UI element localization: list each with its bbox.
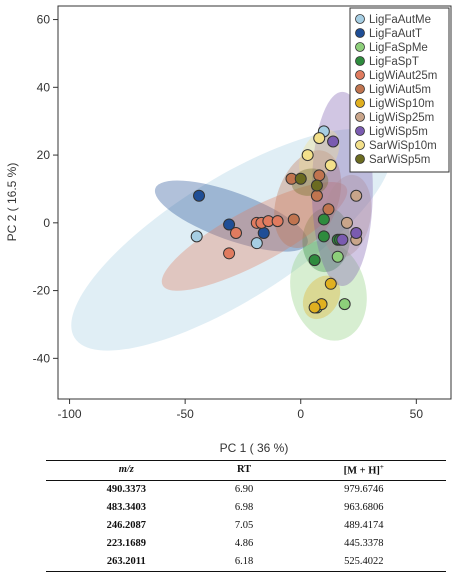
- x-tick-label: 50: [410, 407, 424, 421]
- legend-label-sarwisp5m: SarWiSp5m: [369, 154, 430, 166]
- legend: LigFaAutMe LigFaAutT LigFaSpMe LigFaSpT LigW…: [349, 7, 450, 173]
- legend-marker-ligwisp5m: [355, 126, 365, 136]
- point-ligfaautme-1: [190, 230, 203, 243]
- point-ligwisp10m-3: [308, 301, 321, 314]
- y-tick-label: 20: [37, 148, 51, 162]
- point-ligwisp5m-3: [350, 226, 363, 239]
- ion-table: m/z RT [M + H]+ 490.3373 6.90 979.6746 483.…: [46, 460, 446, 572]
- ellipse-ligfaspme: [290, 240, 367, 341]
- mh-cell: 979.6746: [344, 484, 384, 495]
- point-ligwiaut25m-5: [271, 215, 284, 228]
- point-ligwisp5m-1: [327, 135, 340, 148]
- y-tick-label: -20: [33, 284, 51, 298]
- y-tick-label: 60: [37, 13, 51, 27]
- mh-header-text: [M + H]: [343, 465, 380, 477]
- pca-score-plot: -100 -50 0 50 -40 -20 0 20 40 60 PC 1 ( 36 %) PC…: [5, 5, 452, 455]
- table-header-row: m/z RT [M + H]+: [46, 460, 446, 481]
- score-points: [190, 125, 363, 314]
- point-ligwiaut5m-3: [310, 189, 323, 202]
- mz-cell: 246.2087: [106, 520, 146, 531]
- table-row: 223.1689 4.86 445.3378: [46, 535, 446, 553]
- point-ligwiaut5m-2: [287, 213, 300, 226]
- legend-marker-ligfaspt: [355, 56, 365, 66]
- point-ligfaspt-3: [317, 230, 330, 243]
- legend-marker-ligfaautme: [355, 14, 365, 24]
- point-ligfaautme-2: [250, 237, 263, 250]
- mz-cell: 223.1689: [106, 538, 146, 549]
- point-ligfaspme-3: [331, 250, 344, 263]
- legend-marker-sarwisp5m: [355, 154, 365, 164]
- point-sarwisp5m-2: [310, 179, 323, 192]
- point-ligfaspme-2: [338, 298, 351, 311]
- legend-marker-ligfaautt: [355, 28, 365, 38]
- point-ligwisp25m-3: [350, 189, 363, 202]
- legend-marker-ligwiaut25m: [355, 70, 365, 80]
- point-ligfaspt-1: [308, 254, 321, 267]
- legend-label-sarwisp10m: SarWiSp10m: [369, 140, 437, 152]
- legend-marker-sarwisp10m: [355, 140, 365, 150]
- legend-label-ligwiaut5m: LigWiAut5m: [369, 84, 431, 96]
- point-ligwisp5m-2: [336, 233, 349, 246]
- x-axis: -100 -50 0 50: [58, 399, 424, 421]
- mh-cell: 445.3378: [344, 538, 384, 549]
- mh-cell: 489.4174: [344, 520, 384, 531]
- mz-cell: 483.3403: [106, 502, 146, 513]
- legend-label-ligfaspme: LigFaSpMe: [369, 42, 428, 54]
- x-tick-label: 0: [297, 407, 304, 421]
- point-ligwiaut5m-5: [322, 203, 335, 216]
- point-ligfaautt-3: [257, 226, 270, 239]
- point-ligwisp10m-2: [324, 277, 337, 290]
- table-row: 490.3373 6.90 979.6746: [46, 480, 446, 499]
- legend-marker-ligwisp25m: [355, 112, 365, 122]
- point-sarwisp5m-1: [294, 172, 307, 185]
- plot-frame: [57, 5, 452, 400]
- legend-marker-ligwisp10m: [355, 98, 365, 108]
- legend-label-ligwisp5m: LigWiSp5m: [369, 126, 428, 138]
- x-tick-label: -50: [176, 407, 194, 421]
- y-axis-title: PC 2 ( 16.5 %): [5, 163, 19, 242]
- rt-cell: 4.86: [234, 538, 254, 549]
- legend-box: [349, 7, 450, 173]
- rt-cell: 6.18: [206, 552, 282, 572]
- point-ligwisp25m-1: [340, 216, 353, 229]
- y-tick-label: 40: [37, 80, 51, 94]
- point-ligfaautt-2: [223, 218, 236, 231]
- point-sarwisp10m-1: [301, 149, 314, 162]
- legend-label-ligwiaut25m: LigWiAut25m: [369, 70, 437, 82]
- point-ligwiaut25m-6: [230, 226, 243, 239]
- legend-label-ligfaautt: LigFaAutT: [369, 28, 422, 40]
- y-tick-label: 0: [43, 216, 50, 230]
- legend-marker-ligfaspme: [355, 42, 365, 52]
- point-ligfaspt-2: [317, 213, 330, 226]
- mh-header-sup: +: [379, 463, 384, 471]
- legend-marker-ligwiaut5m: [355, 84, 365, 94]
- point-sarwisp10m-2: [313, 132, 326, 145]
- mh-cell: 963.6806: [344, 502, 384, 513]
- mh-header: [M + H]+: [281, 460, 446, 481]
- mz-cell: 263.2011: [46, 552, 207, 572]
- point-ligfaautt-1: [193, 189, 206, 202]
- y-tick-label: -40: [33, 351, 51, 365]
- table-row: 483.3403 6.98 963.6806: [46, 499, 446, 517]
- x-axis-title: PC 1 ( 36 %): [220, 441, 289, 455]
- legend-label-ligwisp25m: LigWiSp25m: [369, 112, 434, 124]
- mz-header: m/z: [46, 460, 207, 481]
- point-sarwisp10m-3: [324, 159, 337, 172]
- rt-cell: 7.05: [234, 520, 254, 531]
- y-axis: -40 -20 0 20 40 60: [33, 13, 58, 365]
- legend-label-ligfaspt: LigFaSpT: [369, 56, 419, 68]
- mh-cell: 525.4022: [281, 552, 446, 572]
- point-ligwiaut5m-4: [313, 169, 326, 182]
- rt-cell: 6.90: [234, 484, 254, 495]
- point-ligwiaut25m-1: [223, 247, 236, 260]
- rt-header: RT: [206, 460, 282, 481]
- rt-cell: 6.98: [234, 502, 254, 513]
- ellipse-ligwiaut25m: [161, 181, 348, 291]
- table-row: 246.2087 7.05 489.4174: [46, 517, 446, 535]
- table-row: 263.2011 6.18 525.4022: [46, 552, 446, 572]
- x-tick-label: -100: [58, 407, 82, 421]
- mz-cell: 490.3373: [106, 484, 146, 495]
- legend-label-ligwisp10m: LigWiSp10m: [369, 98, 434, 110]
- legend-label-ligfaautme: LigFaAutMe: [369, 14, 431, 26]
